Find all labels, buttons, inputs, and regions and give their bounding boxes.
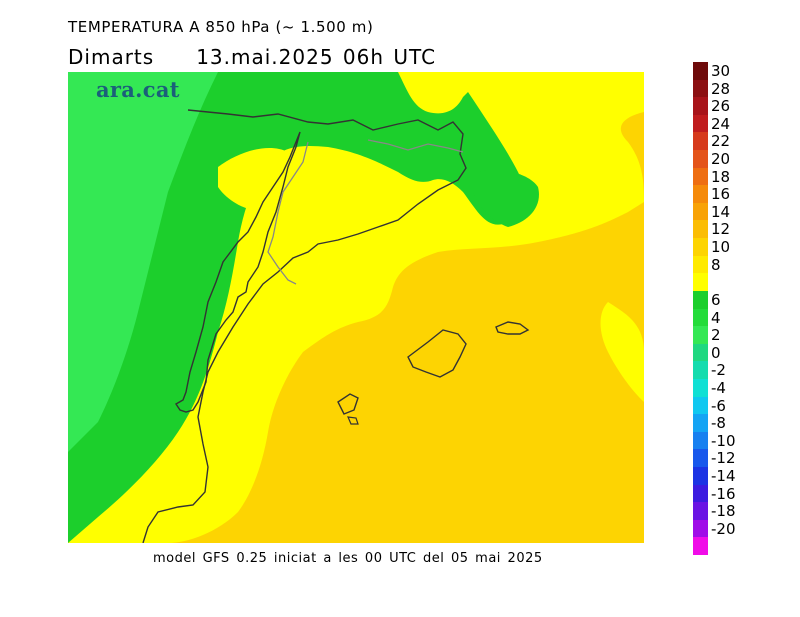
legend-label: -2 [711, 361, 726, 380]
legend-swatch [693, 449, 708, 468]
map-zone-4-6-green [68, 72, 218, 452]
legend-swatch [693, 484, 708, 503]
brand-logo: ara.cat [96, 77, 180, 102]
legend-swatch [693, 132, 708, 151]
legend-swatch [693, 361, 708, 380]
island-menorca [495, 321, 530, 335]
legend-swatch [693, 431, 708, 450]
legend-label: 24 [711, 114, 731, 133]
legend-label: 10 [711, 238, 731, 257]
legend-label: 18 [711, 167, 731, 186]
legend-swatch [693, 396, 708, 415]
coastline [175, 131, 301, 413]
forecast-day: Dimarts [68, 45, 155, 69]
temperature-map [68, 72, 644, 543]
legend-swatch [693, 202, 708, 221]
forecast-date: 13.mai.2025 06h UTC [196, 45, 437, 69]
legend-label: 0 [711, 343, 721, 362]
legend-label: 6 [711, 290, 721, 309]
legend-label: 2 [711, 326, 721, 345]
legend-label: -18 [711, 502, 736, 521]
legend-swatch [693, 466, 708, 486]
map-zone-2-6-green [68, 72, 524, 543]
legend-swatch [693, 238, 708, 257]
legend-label: 28 [711, 79, 731, 98]
legend-label: -12 [711, 449, 736, 468]
legend-label: 30 [711, 62, 731, 80]
legend-label: 8 [711, 255, 721, 274]
legend-label: -16 [711, 484, 736, 503]
legend-labels: 30 28 26 24 22 20 18 16 14 12 10 8 6 4 2 0 -2 -4 -6 -8 -10 -1… [711, 62, 771, 555]
island-eivissa [337, 393, 359, 415]
legend-label: -20 [711, 519, 736, 538]
legend-swatch [693, 62, 708, 81]
chart-title: TEMPERATURA A 850 hPa (~ 1.500 m) [68, 18, 374, 36]
legend-swatch [693, 167, 708, 186]
border-line [142, 109, 467, 543]
legend-label: 14 [711, 202, 731, 221]
legend-label: 20 [711, 150, 731, 169]
model-footer: model GFS 0.25 iniciat a les 00 UTC del … [153, 551, 543, 566]
legend-swatch [693, 343, 708, 362]
legend-swatch [693, 537, 708, 556]
legend-swatch [693, 255, 708, 274]
legend-label: 16 [711, 185, 731, 204]
legend-label: 26 [711, 97, 731, 116]
legend-swatch [693, 273, 708, 292]
legend-swatch [693, 326, 708, 345]
forecast-datetime: Dimarts 13.mai.2025 06h UTC [68, 45, 436, 69]
region-border-north [367, 139, 464, 153]
legend-swatch [693, 97, 708, 116]
legend-swatch [693, 114, 708, 133]
legend-swatch [693, 519, 708, 538]
map-zone-6-8-yellow-east [600, 302, 644, 402]
legend-swatch [693, 414, 708, 433]
legend-swatch [693, 308, 708, 327]
legend-swatch [693, 290, 708, 309]
map-zone-2-6-green-east [473, 170, 539, 227]
legend-swatch [693, 185, 708, 204]
legend-label: -4 [711, 378, 726, 397]
map-zone-6-8-yellow-pocket [218, 147, 293, 211]
legend-swatch [693, 378, 708, 398]
region-border [267, 141, 309, 285]
legend-label: -8 [711, 414, 726, 433]
legend-swatch [693, 502, 708, 521]
island-mallorca [407, 329, 467, 378]
legend-swatch [693, 79, 708, 98]
legend-swatch [693, 150, 708, 169]
island-formentera [347, 416, 359, 425]
legend-label: -10 [711, 431, 736, 450]
legend-label: 22 [711, 132, 731, 151]
legend-label: 12 [711, 220, 731, 239]
legend-label: -6 [711, 396, 726, 415]
color-legend [693, 62, 709, 556]
legend-label: 4 [711, 308, 721, 327]
legend-label: -14 [711, 466, 736, 485]
legend-swatch [693, 220, 708, 239]
